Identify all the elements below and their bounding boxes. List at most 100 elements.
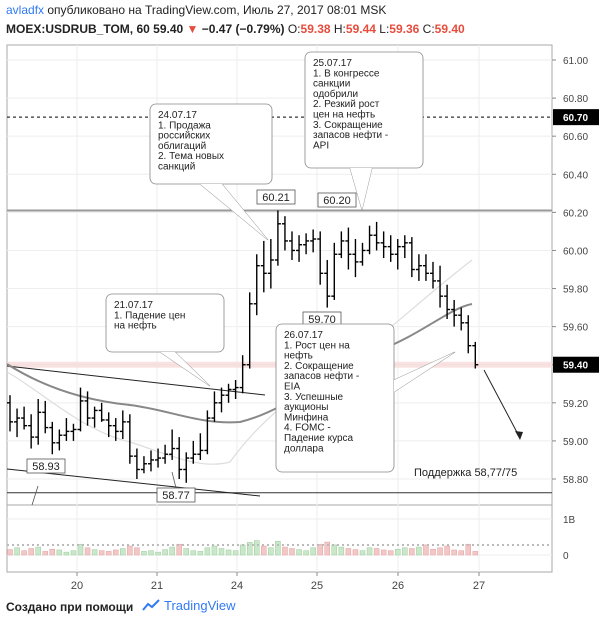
volume-bar (169, 546, 175, 556)
ohlc-bar (366, 225, 373, 255)
volume-bar (352, 549, 359, 556)
volume-bar (246, 542, 253, 556)
price-callout-box (256, 189, 296, 205)
upper-channel-line (6, 365, 266, 396)
ohlc-bar (352, 239, 359, 278)
ohlc-bar (422, 254, 429, 281)
volume-bar (345, 548, 352, 556)
ohlc-bar (281, 216, 288, 251)
close-value: 59.40 (434, 22, 465, 36)
ohlc-bar (373, 221, 380, 251)
volume-bar (49, 548, 56, 556)
price-tick-label: 61.00 (563, 56, 588, 67)
annotation-callout: 24.07.171. Продажароссийскихоблигаций2. … (149, 103, 273, 241)
down-arrow-icon: ▼ (186, 22, 199, 36)
ohlc-bar (303, 233, 310, 255)
low-label: L: (379, 22, 390, 36)
close-label: C: (422, 22, 435, 36)
volume-bar (282, 546, 288, 556)
volume-bar (84, 547, 91, 556)
volume-bar (423, 544, 429, 556)
symbol-info: MOEX:USDRUB_TOM, 60 59.40 ▼ −0.47 (−0.79… (6, 22, 465, 36)
volume-bar (141, 551, 147, 556)
volume-bar (366, 547, 373, 556)
created-with-text: Создано при помощи (6, 600, 134, 614)
ohlc-bar (267, 239, 274, 289)
ohlc-bar (345, 227, 352, 270)
price-callout-pointer (31, 485, 39, 506)
ohlc-bar (260, 240, 267, 293)
volume-bar (113, 549, 119, 556)
ohlc-bar (218, 387, 225, 413)
ohlc-bar (401, 235, 408, 259)
annotation-text: нефть (284, 350, 313, 362)
ohlc-bar (253, 254, 260, 316)
ohlc-bar (162, 444, 169, 464)
price-callout-box (26, 458, 66, 474)
annotation-text: EIA (284, 382, 300, 393)
ohlc-bar (77, 387, 84, 432)
ohlc-bar (296, 235, 303, 262)
ohlc-bar (28, 414, 35, 449)
price-tags: 60.70 59.40 (553, 109, 599, 373)
volume-bar (387, 550, 394, 556)
annotation-pointer-fill (160, 352, 210, 386)
price-callout-text: 60.20 (323, 195, 351, 207)
volume-tick-label: 0 (563, 551, 569, 562)
volume-bar (148, 550, 154, 556)
open-label: O: (287, 22, 301, 36)
volume-bar (21, 550, 27, 556)
ohlc-bar (112, 418, 119, 441)
price-callout-pointer (171, 471, 177, 489)
volume-bar (338, 546, 345, 556)
ohlc-bar (289, 231, 295, 260)
ohlc-bar (21, 406, 28, 430)
volume-bar (239, 544, 246, 556)
price-tick-label: 60.00 (563, 246, 588, 257)
time-tick-label: 27 (473, 580, 485, 592)
annotation-callout: 25.07.171. В конгрессесанкцииодобрили2. … (304, 51, 424, 212)
volume-bar (42, 551, 48, 556)
ohlc-bar (7, 395, 13, 432)
price-tick-label: 60.60 (563, 132, 588, 143)
ohlc-bar (437, 265, 444, 308)
ohlc-bar (155, 448, 162, 468)
volume-bar (324, 541, 330, 556)
annotation-text: 24.07.17 (158, 110, 197, 121)
tradingview-logo[interactable]: TradingView (142, 598, 236, 613)
ohlc-bar (126, 414, 133, 464)
ohlc-bar (380, 231, 387, 259)
volume-bar (28, 548, 34, 556)
lower-channel-line (6, 468, 261, 497)
annotation-text: 21.07.17 (114, 300, 153, 311)
volume-bar (437, 547, 443, 556)
volume-bar (7, 549, 13, 556)
ohlc-bar (472, 341, 479, 369)
author-link[interactable]: avladfx (6, 3, 45, 17)
ohlc-bar (246, 292, 253, 369)
volume-bar (472, 551, 479, 556)
volume-bar (317, 543, 323, 556)
tradingview-icon (142, 599, 160, 611)
annotation-text: 3. Успешные (284, 392, 344, 403)
price-callout-label: 60.20 (317, 192, 357, 208)
ohlc-bar (183, 452, 190, 483)
volume-bar (225, 549, 232, 556)
annotation-text: 26.07.17 (284, 330, 323, 341)
volume-bar (70, 550, 77, 556)
annotation-text: 4. FOMC - (284, 423, 331, 434)
symbol-name: MOEX:USDRUB_TOM, 60 (6, 22, 150, 36)
volume-bar (416, 546, 422, 556)
price-tick-label: 60.20 (563, 208, 588, 219)
annotation-text: API (313, 140, 329, 151)
volume-bar (444, 545, 450, 556)
volume-bar (409, 548, 415, 556)
annotation-text: 2. Резкий рост (313, 99, 380, 110)
price-tick-label: 58.80 (563, 475, 588, 486)
forecast-arrow-head-icon (515, 431, 523, 440)
annotation-text: облигаций (158, 140, 206, 152)
annotation-text: санкции (313, 79, 350, 90)
slow-moving-average (6, 303, 473, 424)
annotation-pointer-fill (350, 168, 372, 210)
